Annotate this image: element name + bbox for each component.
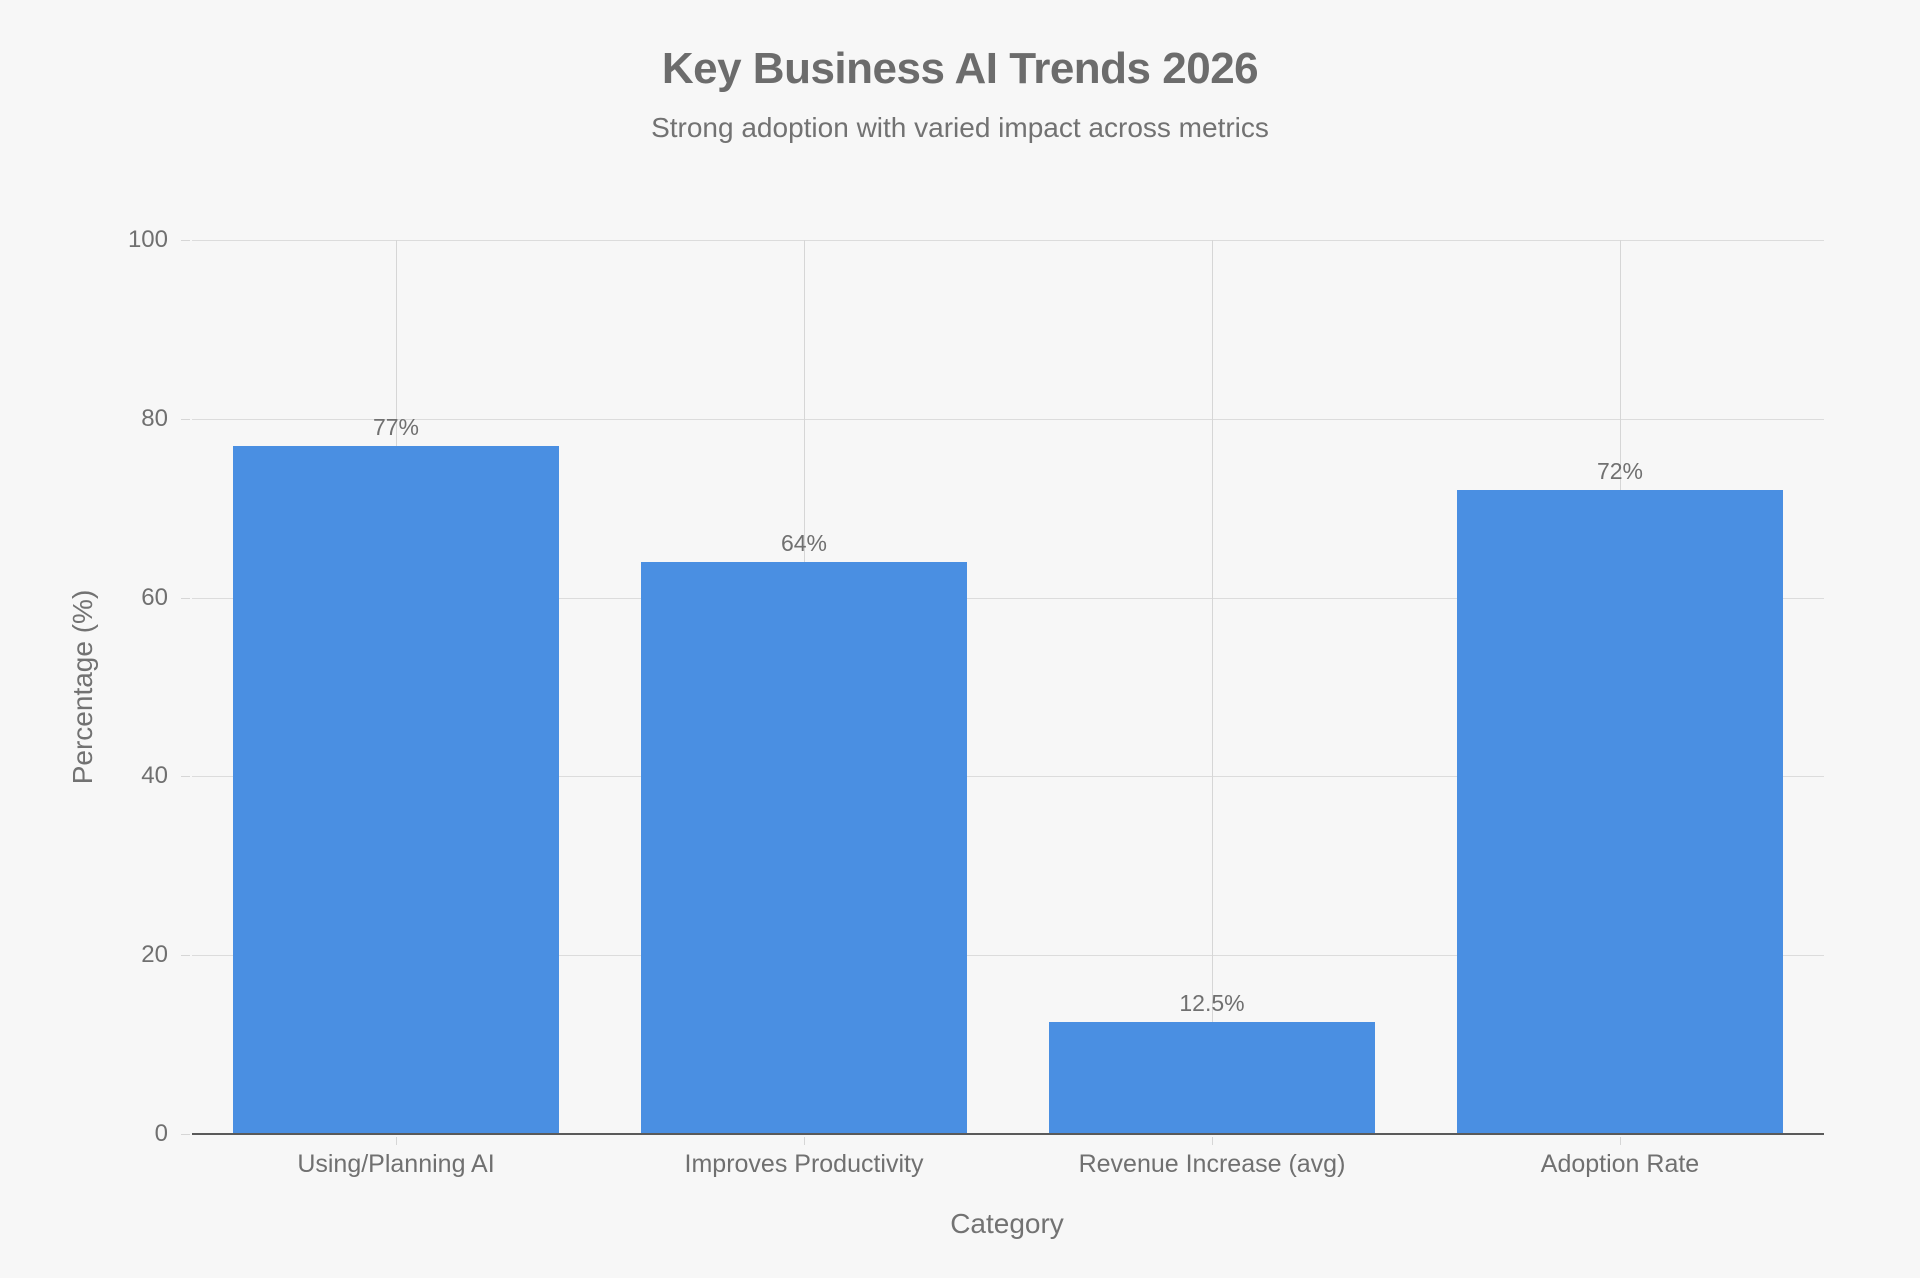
y-tick-label: 80 <box>141 404 168 432</box>
bar-value-label: 64% <box>780 529 828 556</box>
chart-title: Key Business AI Trends 2026 <box>661 44 1259 93</box>
y-tick-label: 100 <box>127 226 168 253</box>
y-tick-label: 60 <box>141 583 168 611</box>
x-tick-label: Revenue Increase (avg) <box>1078 1150 1346 1178</box>
x-tick-mark <box>396 1137 397 1145</box>
y-tick-mark <box>181 1134 190 1135</box>
bar[interactable] <box>1456 490 1784 1134</box>
x-axis-line <box>192 1133 1824 1135</box>
plot-area: 77% 64% 12.5% 72% <box>192 240 1824 1135</box>
bar[interactable] <box>232 445 560 1134</box>
gridline-y-80 <box>192 418 1824 420</box>
y-tick-label: 40 <box>141 762 168 790</box>
y-tick-mark <box>181 776 190 778</box>
y-tick-mark <box>181 240 190 241</box>
x-tick-mark <box>1212 1137 1213 1145</box>
y-tick-label: 0 <box>154 1120 168 1147</box>
gridline-y-20 <box>192 955 1824 957</box>
x-tick-label: Adoption Rate <box>1540 1150 1700 1178</box>
x-tick-label: Improves Productivity <box>684 1150 924 1178</box>
gridline-y-100 <box>192 240 1824 241</box>
y-axis-label: Percentage (%) <box>67 589 98 785</box>
bar[interactable] <box>1048 1022 1376 1134</box>
gridline-y-40 <box>192 776 1824 778</box>
chart-subtitle: Strong adoption with varied impact acros… <box>651 112 1269 143</box>
bar-value-label: 72% <box>1596 458 1644 485</box>
x-axis-label: Category <box>950 1208 1064 1239</box>
y-tick-mark <box>181 597 190 599</box>
x-tick-mark <box>1620 1137 1621 1145</box>
y-tick-mark <box>181 418 190 420</box>
gridline-y-60 <box>192 597 1824 599</box>
x-tick-mark <box>804 1137 805 1145</box>
x-tick-label: Using/Planning AI <box>297 1150 495 1178</box>
bar-value-label: 77% <box>372 413 420 440</box>
bar-value-label: 12.5% <box>1179 990 1245 1017</box>
bar[interactable] <box>640 561 968 1134</box>
gridline-x <box>1212 240 1213 1134</box>
y-tick-mark <box>181 955 190 957</box>
y-tick-label: 20 <box>141 941 168 969</box>
